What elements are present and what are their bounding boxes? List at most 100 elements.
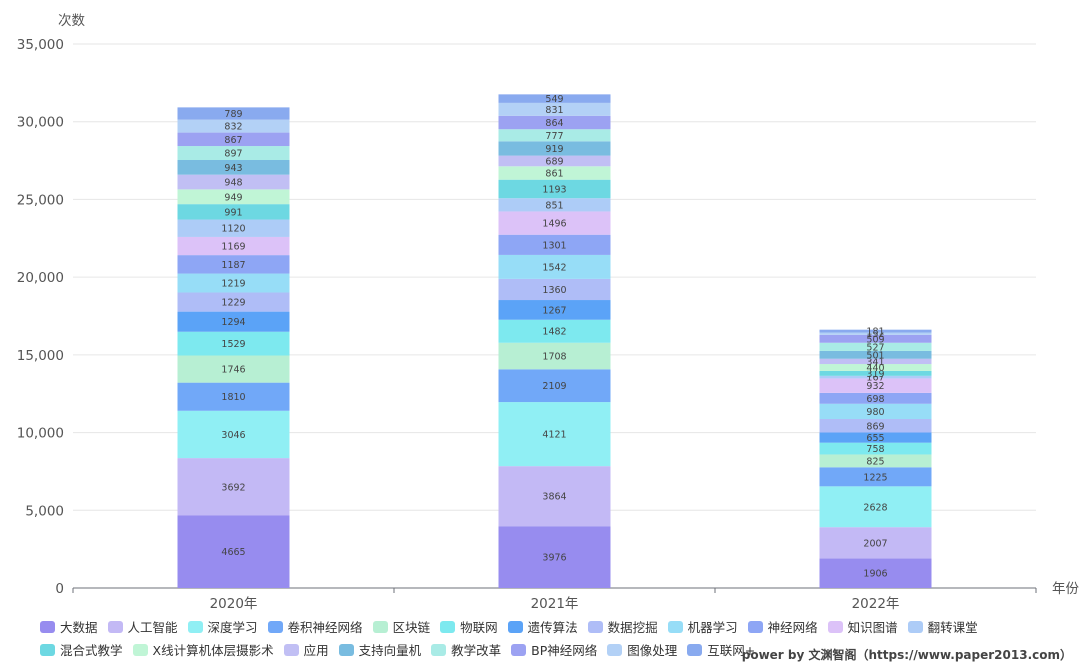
bar-segment: [177, 236, 290, 256]
legend-swatch: [507, 620, 523, 633]
bar-segment: [498, 369, 611, 403]
data-label: 181: [866, 327, 884, 338]
bar-segment: [819, 432, 932, 443]
footer-credit: power by 文渊智阁（https://www.paper2013.com）: [741, 648, 1072, 662]
data-label: 1187: [221, 260, 245, 271]
bar-segment: [819, 350, 932, 359]
legend-item[interactable]: 深度学习: [187, 617, 258, 636]
data-label: 1496: [542, 219, 566, 230]
legend-swatch: [431, 643, 447, 656]
y-tick-label: 10,000: [17, 426, 64, 442]
data-label: 949: [224, 192, 242, 203]
bar-segment: [177, 146, 290, 160]
legend-item[interactable]: 卷积神经网络: [267, 617, 363, 636]
legend-swatch: [587, 620, 603, 633]
data-label: 501: [866, 350, 884, 361]
legend-item[interactable]: X线计算机体层摄影术: [132, 640, 274, 659]
bar-segment: [819, 527, 932, 559]
legend-item[interactable]: 知识图谱: [827, 617, 898, 636]
data-label: 869: [866, 421, 884, 432]
bar-segment: [819, 419, 932, 433]
data-label: 897: [224, 149, 242, 160]
legend-item[interactable]: 数据挖掘: [587, 617, 658, 636]
data-label: 341: [866, 357, 884, 368]
bar-segment: [498, 466, 611, 527]
data-label: 1529: [221, 339, 245, 350]
bar-segment: [819, 329, 932, 333]
data-label: 152: [866, 329, 884, 340]
data-label: 943: [224, 163, 242, 174]
legend-item[interactable]: 互联网+: [687, 640, 755, 659]
legend-label: 翻转课堂: [927, 620, 978, 635]
legend-label: 人工智能: [127, 620, 178, 635]
legend-swatch: [667, 620, 683, 633]
bar-segment: [819, 334, 932, 343]
legend-item[interactable]: 混合式教学: [40, 640, 123, 659]
bar-segment: [498, 319, 611, 343]
bar-segment: [498, 155, 611, 167]
bar-segment: [498, 278, 611, 301]
legend-item[interactable]: 神经网络: [747, 617, 818, 636]
y-tick-label: 5,000: [25, 503, 64, 519]
data-label: 1193: [542, 184, 566, 195]
data-label: 1708: [542, 352, 566, 363]
bar-segment: [177, 219, 290, 237]
legend-item[interactable]: 教学改革: [431, 640, 501, 659]
legend-item[interactable]: 区块链: [372, 617, 431, 636]
bar-segment: [177, 355, 290, 383]
bar-segment: [819, 467, 932, 487]
data-label: 1120: [221, 224, 245, 235]
legend-swatch: [132, 643, 148, 656]
x-tick-label: 2022年: [852, 596, 900, 612]
data-label: 825: [866, 456, 884, 467]
data-label: 2628: [863, 502, 887, 513]
legend-item[interactable]: 机器学习: [667, 617, 738, 636]
legend-swatch: [827, 620, 843, 633]
data-label: 1542: [542, 262, 566, 273]
data-label: 509: [866, 334, 884, 345]
legend-label: 大数据: [60, 620, 98, 635]
data-label: 948: [224, 178, 242, 189]
legend-item[interactable]: 人工智能: [107, 617, 178, 636]
legend-item[interactable]: 物联网: [440, 617, 498, 636]
legend-item[interactable]: 遗传算法: [507, 617, 578, 636]
legend-swatch: [511, 643, 527, 656]
legend-label: 数据挖掘: [607, 620, 658, 635]
legend-label: 应用: [303, 643, 329, 658]
bar-segment: [177, 273, 290, 293]
legend-label: 机器学习: [687, 620, 738, 635]
legend-label: 神经网络: [767, 620, 818, 635]
bar-segment: [177, 410, 290, 459]
legend-item[interactable]: 图像处理: [607, 640, 677, 659]
legend-label: 互联网+: [707, 643, 756, 658]
bar-segment: [819, 403, 932, 420]
bar-segment: [177, 107, 290, 120]
legend-item[interactable]: 大数据: [40, 617, 98, 636]
bar-segment: [498, 179, 611, 199]
bar-segment: [819, 454, 932, 468]
legend-swatch: [338, 643, 354, 656]
bar-segment: [498, 141, 611, 156]
legend-item[interactable]: 应用: [283, 640, 329, 659]
legend-swatch: [607, 643, 623, 656]
data-label: 864: [545, 118, 563, 129]
legend-item[interactable]: 支持向量机: [338, 640, 421, 659]
legend-item[interactable]: BP神经网络: [511, 640, 597, 659]
legend-swatch: [907, 620, 923, 633]
data-label: 758: [866, 444, 884, 455]
bar-segment: [819, 370, 932, 376]
data-label: 4665: [221, 547, 245, 558]
data-label: 3976: [542, 553, 566, 564]
bar-segment: [177, 204, 290, 220]
y-tick-label: 30,000: [17, 115, 64, 131]
legend-label: 区块链: [392, 620, 431, 635]
bar-segment: [177, 515, 290, 588]
legend-swatch: [40, 620, 55, 633]
legend-item[interactable]: 翻转课堂: [907, 617, 978, 636]
data-label: 2109: [542, 381, 566, 392]
data-label: 789: [224, 109, 242, 120]
data-label: 1225: [863, 472, 887, 483]
legend-swatch: [440, 620, 456, 633]
data-label: 3046: [221, 430, 245, 441]
data-label: 167: [866, 373, 884, 384]
